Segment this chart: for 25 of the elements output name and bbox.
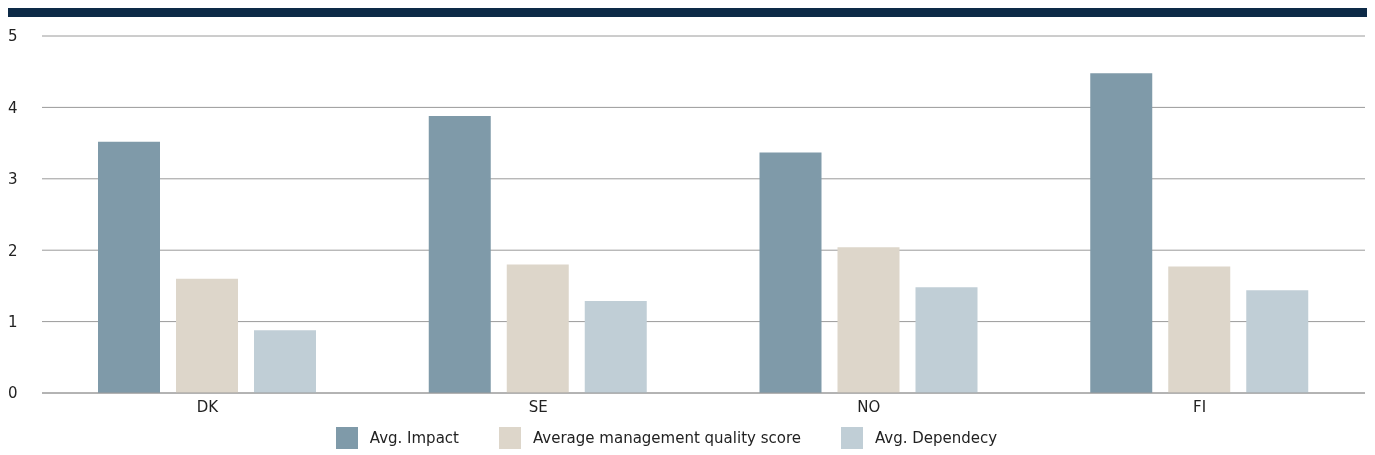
bar bbox=[1090, 73, 1153, 393]
legend-label: Average management quality score bbox=[532, 428, 801, 447]
bar bbox=[1168, 266, 1231, 393]
y-tick-label: 2 bbox=[8, 241, 18, 260]
x-tick-label: DK bbox=[196, 397, 220, 416]
y-tick-label: 0 bbox=[8, 384, 18, 403]
bar bbox=[428, 115, 491, 393]
y-tick-label: 1 bbox=[8, 312, 18, 331]
bar bbox=[506, 264, 569, 393]
bar bbox=[254, 330, 316, 393]
y-tick-label: 3 bbox=[8, 170, 18, 189]
bar bbox=[759, 152, 822, 393]
x-tick-label: SE bbox=[528, 397, 548, 416]
y-tick-label: 4 bbox=[8, 98, 18, 117]
bar bbox=[98, 141, 160, 393]
x-tick-label: NO bbox=[857, 397, 881, 416]
legend-label: Avg. Dependecy bbox=[874, 428, 998, 447]
bar bbox=[915, 287, 978, 393]
legend-label: Avg. Impact bbox=[369, 428, 459, 447]
bar bbox=[1246, 290, 1309, 393]
bar bbox=[837, 247, 900, 393]
x-tick-label: FI bbox=[1193, 397, 1207, 416]
bar bbox=[584, 300, 647, 393]
y-tick-label: 5 bbox=[8, 27, 18, 46]
bar bbox=[176, 278, 238, 393]
